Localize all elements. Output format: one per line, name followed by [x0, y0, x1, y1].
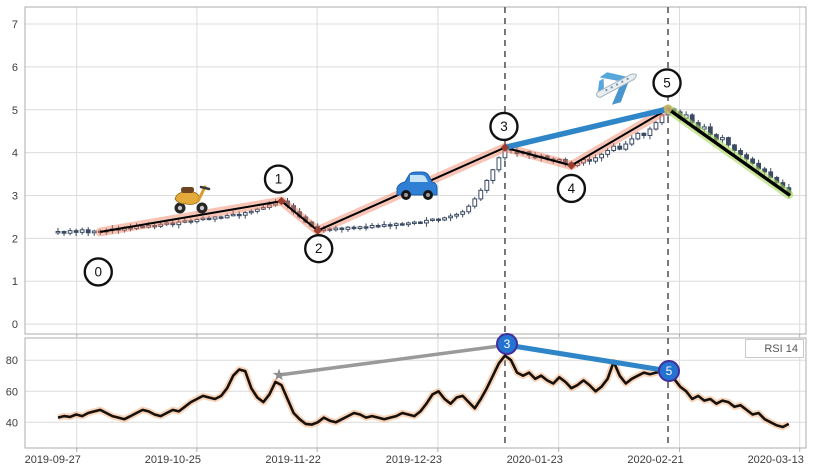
rsi-gray-trendline — [277, 343, 509, 377]
pivot-marker — [277, 196, 286, 206]
wave-label-0[interactable]: 0 — [83, 257, 113, 287]
svg-text:1: 1 — [275, 172, 283, 187]
apex-marker — [664, 104, 673, 113]
pivot-marker — [500, 143, 510, 152]
svg-text:4: 4 — [12, 148, 18, 160]
svg-text:3: 3 — [12, 190, 18, 202]
svg-text:60: 60 — [6, 386, 18, 398]
scooter-icon — [174, 185, 211, 214]
svg-text:5: 5 — [666, 364, 673, 378]
rsi-circle-5[interactable]: 5 — [658, 360, 680, 382]
gridlines — [25, 7, 806, 448]
star-marker — [272, 368, 286, 381]
pivot-marker — [313, 226, 322, 235]
svg-text:3: 3 — [504, 337, 511, 351]
rsi-circle-3[interactable]: 3 — [496, 333, 518, 355]
svg-text:2: 2 — [315, 241, 323, 256]
svg-text:40: 40 — [6, 417, 18, 429]
svg-text:4: 4 — [568, 181, 576, 196]
pivot-vlines — [504, 7, 669, 448]
svg-text:2020-03-13: 2020-03-13 — [748, 454, 804, 466]
svg-text:2: 2 — [12, 233, 18, 245]
svg-text:2019-11-22: 2019-11-22 — [265, 454, 320, 466]
wave-label-1[interactable]: 1 — [263, 164, 294, 194]
price-panel-border — [24, 6, 807, 335]
svg-text:3: 3 — [500, 119, 508, 134]
svg-text:2020-02-21: 2020-02-21 — [627, 454, 683, 466]
car-icon — [396, 171, 438, 200]
wave-label-2[interactable]: 2 — [304, 233, 334, 264]
svg-text:2019-10-25: 2019-10-25 — [145, 454, 201, 466]
rsi-panel-border — [24, 337, 807, 449]
svg-text:2019-12-23: 2019-12-23 — [386, 454, 442, 466]
svg-text:7: 7 — [12, 19, 18, 31]
svg-text:0: 0 — [12, 319, 18, 331]
rsi-3-5-trendline — [504, 342, 672, 374]
airplane-icon — [596, 72, 637, 105]
svg-text:2020-01-23: 2020-01-23 — [507, 454, 563, 466]
svg-text:80: 80 — [6, 355, 18, 367]
rsi-legend: RSI 14 — [745, 339, 804, 358]
wave-label-4[interactable]: 4 — [556, 173, 587, 204]
svg-text:5: 5 — [663, 75, 671, 90]
svg-text:0: 0 — [95, 264, 103, 279]
wave-label-5[interactable]: 5 — [652, 68, 682, 98]
svg-text:5: 5 — [12, 105, 18, 117]
svg-text:1: 1 — [12, 276, 18, 288]
impulse-line — [666, 107, 791, 197]
wave3-5-trendline — [502, 106, 671, 151]
wave-label-3[interactable]: 3 — [489, 111, 519, 142]
svg-text:2019-09-27: 2019-09-27 — [25, 454, 81, 466]
svg-text:6: 6 — [12, 62, 18, 74]
